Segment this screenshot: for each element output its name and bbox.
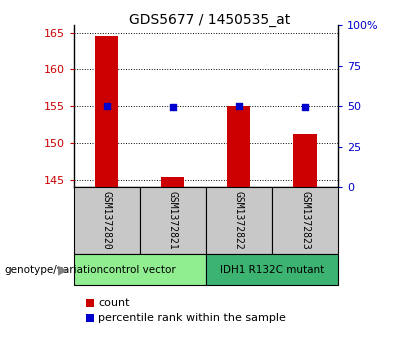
Text: genotype/variation: genotype/variation [4,265,103,274]
Text: IDH1 R132C mutant: IDH1 R132C mutant [220,265,324,274]
Text: count: count [98,298,130,308]
Text: ▶: ▶ [58,263,67,276]
Bar [272,187,338,254]
Bar [74,187,139,254]
Point [169,104,176,110]
Bar [139,187,206,254]
Bar [206,187,272,254]
Text: control vector: control vector [103,265,176,274]
Bar [86,299,94,307]
Text: GSM1372820: GSM1372820 [102,191,112,250]
Point [236,103,242,109]
Bar [161,177,184,187]
Bar [95,36,118,187]
Text: GSM1372822: GSM1372822 [234,191,244,250]
Text: GSM1372821: GSM1372821 [168,191,178,250]
Bar [74,254,206,285]
Text: percentile rank within the sample: percentile rank within the sample [98,313,286,323]
Point [103,103,110,109]
Bar [294,134,317,187]
Bar [227,106,250,187]
Point [302,104,308,110]
Text: GDS5677 / 1450535_at: GDS5677 / 1450535_at [129,13,291,27]
Bar [206,254,338,285]
Bar [86,314,94,322]
Text: GSM1372823: GSM1372823 [300,191,310,250]
